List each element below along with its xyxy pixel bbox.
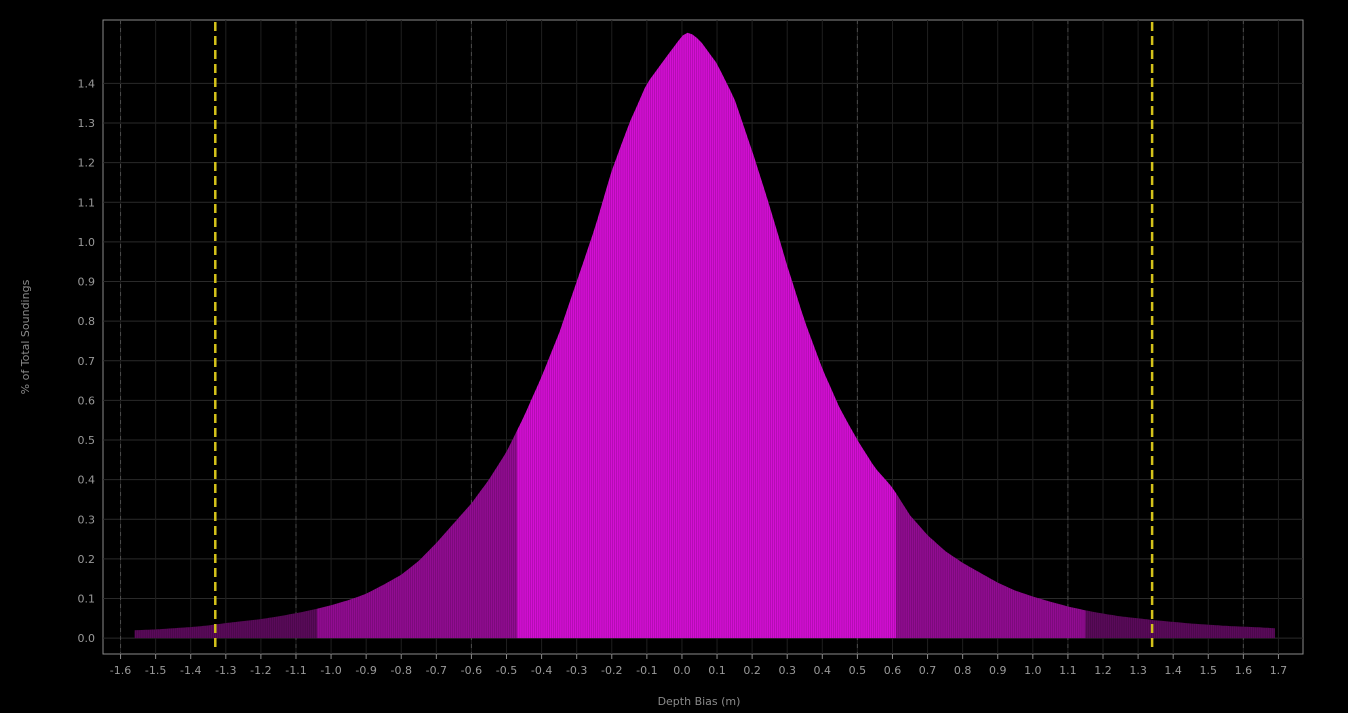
x-tick-label: 0.6 [884,664,902,677]
x-axis-label: Depth Bias (m) [658,695,741,708]
x-tick-label: -1.1 [285,664,306,677]
y-tick-labels: 0.0 0.1 0.2 0.3 0.4 0.5 0.6 0.7 0.8 0.9 1.0 1.1 1.2 1… [78,77,96,645]
chart-frame: 0.0 0.1 0.2 0.3 0.4 0.5 0.6 0.7 0.8 0.9 1.0 1.1 1.2 1… [4,4,1344,709]
y-tick-label: 0.1 [78,593,96,606]
y-tick-label: 0.7 [78,355,96,368]
x-tick-label: -0.4 [531,664,552,677]
area-series [134,32,1275,639]
x-tick-label: -1.2 [250,664,271,677]
x-tick-label: -1.4 [180,664,201,677]
reference-lines [214,22,1154,652]
y-tick-label: 0.0 [78,632,96,645]
y-tick-label: 0.6 [78,394,96,407]
x-tick-label: 1.4 [1164,664,1182,677]
y-tick-label: 0.3 [78,513,96,526]
x-tick-label: -0.8 [391,664,412,677]
area-band-0 [134,608,318,639]
y-tick-label: 1.0 [78,236,96,249]
x-tick-label: -0.9 [355,664,376,677]
y-tick-label: 0.2 [78,553,96,566]
x-tick-label: -0.5 [496,664,517,677]
y-axis-label: % of Total Soundings [19,279,32,394]
area-band-4 [1085,610,1275,639]
x-tick-label: -0.7 [426,664,447,677]
x-tick-label: 0.9 [989,664,1007,677]
x-tick-label: 1.7 [1270,664,1288,677]
x-tick-label: -0.1 [636,664,657,677]
x-tick-label: 0.5 [849,664,867,677]
x-tick-label: -0.6 [461,664,482,677]
y-tick-label: 0.5 [78,434,96,447]
area-band-3 [895,493,1086,639]
x-tick-label: 0.0 [673,664,691,677]
x-tick-label: 0.8 [954,664,972,677]
x-tick-label: -1.3 [215,664,236,677]
y-tick-label: 1.1 [78,196,96,209]
x-tick-label: 1.3 [1129,664,1147,677]
x-tick-label: 0.2 [743,664,761,677]
y-tick-label: 1.3 [78,117,96,130]
x-tick-label: 1.2 [1094,664,1112,677]
area-band-2 [517,32,896,639]
x-tick-label: -1.0 [320,664,341,677]
histogram-chart: 0.0 0.1 0.2 0.3 0.4 0.5 0.6 0.7 0.8 0.9 1.0 1.1 1.2 1… [19,19,1304,708]
x-tick-label: -0.3 [566,664,587,677]
x-tick-label: 1.6 [1235,664,1253,677]
x-tick-label: -1.6 [110,664,131,677]
area-band-1 [317,430,518,639]
bin-lines [134,32,1274,639]
x-tick-label: 1.0 [1024,664,1042,677]
x-tick-label: 0.3 [778,664,796,677]
y-tick-label: 0.9 [78,276,96,289]
x-tick-labels: -1.6 -1.5 -1.4 -1.3 -1.2 -1.1 -1.0 -0.9 -0.8 -0.7… [110,654,1287,677]
x-tick-label: 0.1 [708,664,726,677]
y-tick-label: 0.4 [78,474,96,487]
y-tick-label: 1.4 [78,77,96,90]
y-tick-label: 1.2 [78,157,96,170]
x-tick-label: -0.2 [601,664,622,677]
x-tick-label: -1.5 [145,664,166,677]
x-tick-label: 0.7 [919,664,937,677]
x-tick-label: 1.5 [1200,664,1218,677]
y-tick-label: 0.8 [78,315,96,328]
x-tick-label: 1.1 [1059,664,1077,677]
x-tick-label: 0.4 [814,664,832,677]
